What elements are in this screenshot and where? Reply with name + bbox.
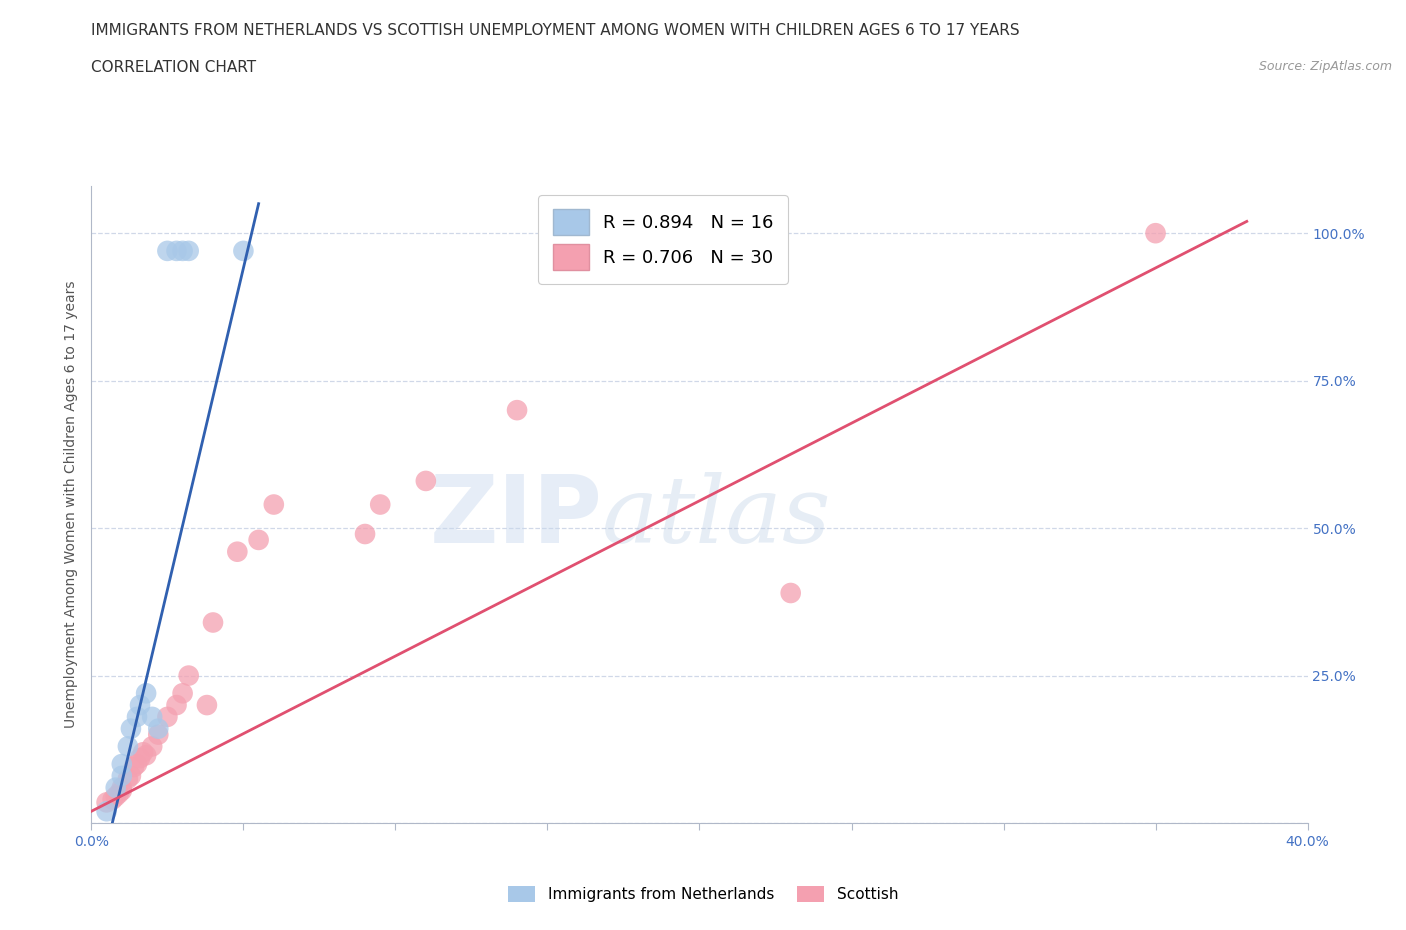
Point [195, 698, 218, 712]
Point [125, 710, 148, 724]
Point [104, 780, 127, 795]
Point [135, 685, 157, 700]
Point [129, 698, 152, 712]
Point [122, 760, 145, 775]
Point [177, 244, 200, 259]
Point [111, 780, 134, 795]
Text: IMMIGRANTS FROM NETHERLANDS VS SCOTTISH UNEMPLOYMENT AMONG WOMEN WITH CHILDREN A: IMMIGRANTS FROM NETHERLANDS VS SCOTTISH … [91, 23, 1019, 38]
Point [172, 685, 194, 700]
Text: Source: ZipAtlas.com: Source: ZipAtlas.com [1258, 60, 1392, 73]
Point [779, 586, 801, 601]
Point [202, 615, 225, 630]
Point [120, 722, 142, 737]
Point [96, 795, 118, 810]
Legend: R = 0.894   N = 16, R = 0.706   N = 30: R = 0.894 N = 16, R = 0.706 N = 30 [538, 195, 789, 284]
Point [125, 757, 148, 772]
Text: atlas: atlas [602, 472, 832, 563]
Point [96, 804, 118, 818]
Point [368, 498, 391, 512]
Point [132, 745, 155, 760]
Point [148, 727, 170, 742]
Point [111, 783, 134, 798]
Point [117, 739, 139, 754]
Point [156, 244, 179, 259]
Point [111, 757, 134, 772]
Point [141, 739, 163, 754]
Point [177, 668, 200, 683]
Point [166, 698, 188, 712]
Point [120, 768, 142, 783]
Point [506, 403, 529, 418]
Point [226, 544, 249, 559]
Point [263, 498, 285, 512]
Point [101, 792, 124, 807]
Point [117, 771, 139, 786]
Point [107, 786, 129, 801]
Point [111, 768, 134, 783]
Point [129, 751, 152, 765]
Point [354, 526, 377, 541]
Legend: Immigrants from Netherlands, Scottish: Immigrants from Netherlands, Scottish [502, 880, 904, 909]
Point [156, 710, 179, 724]
Y-axis label: Unemployment Among Women with Children Ages 6 to 17 years: Unemployment Among Women with Children A… [65, 281, 79, 728]
Point [1144, 226, 1167, 241]
Point [104, 789, 127, 804]
Text: ZIP: ZIP [429, 472, 602, 564]
Point [135, 748, 157, 763]
Text: CORRELATION CHART: CORRELATION CHART [91, 60, 256, 75]
Point [141, 710, 163, 724]
Point [148, 722, 170, 737]
Point [247, 533, 270, 548]
Point [172, 244, 194, 259]
Point [415, 473, 437, 488]
Point [232, 244, 254, 259]
Point [166, 244, 188, 259]
